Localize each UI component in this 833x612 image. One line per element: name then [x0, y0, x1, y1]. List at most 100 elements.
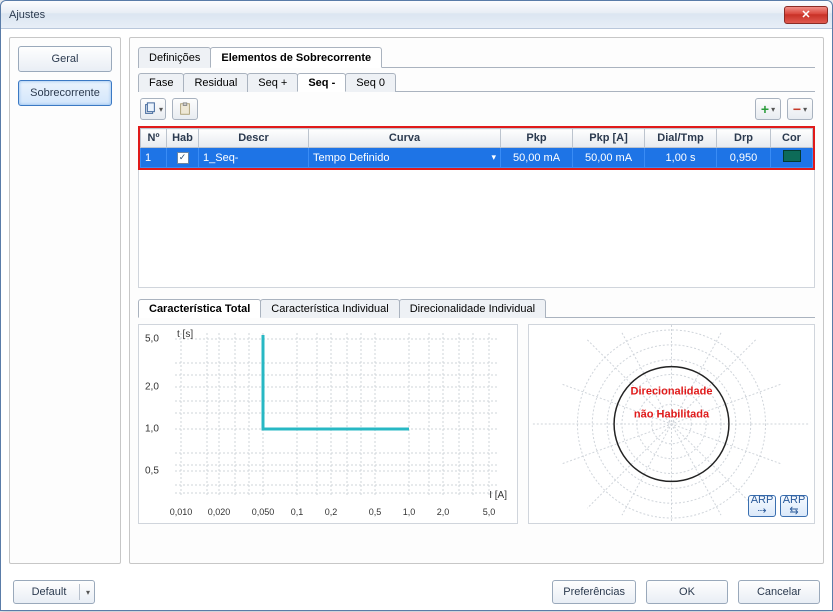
tab-label: Direcionalidade Individual: [410, 303, 535, 315]
arrow-icon: ⇢: [757, 506, 766, 517]
paste-button[interactable]: [172, 98, 198, 120]
col-dial[interactable]: Dial/Tmp: [645, 129, 717, 148]
paste-icon: [178, 102, 192, 116]
tabs-level1: Definições Elementos de Sobrecorrente: [138, 46, 815, 68]
curva-value: Tempo Definido: [313, 152, 389, 164]
table-header-row: Nº Hab Descr Curva Pkp Pkp [A] Dial/Tmp …: [141, 129, 813, 148]
tab-caracteristica-individual[interactable]: Característica Individual: [260, 299, 399, 318]
chevron-down-icon: ▾: [491, 152, 496, 163]
cancel-button[interactable]: Cancelar: [738, 580, 820, 604]
y-tick-label: 0,5: [145, 466, 159, 477]
characteristic-chart: t [s] I [A] 5,0 2,0 1,0 0,5 0,010 0,020 0,050…: [138, 324, 518, 524]
col-curva[interactable]: Curva: [309, 129, 501, 148]
button-label: OK: [679, 586, 695, 598]
elements-table: Nº Hab Descr Curva Pkp Pkp [A] Dial/Tmp …: [140, 128, 813, 168]
x-tick-label: 0,010: [170, 507, 193, 517]
chevron-down-icon: ▾: [771, 105, 775, 114]
col-descr[interactable]: Descr: [199, 129, 309, 148]
tab-seqp[interactable]: Seq +: [247, 73, 298, 92]
checkbox-icon: ✓: [177, 152, 189, 164]
x-tick-label: 2,0: [437, 507, 450, 517]
toolbar: ▾ +▾ −▾: [138, 92, 815, 126]
main-panel: Definições Elementos de Sobrecorrente Fa…: [129, 37, 824, 564]
axis-label-x: I [A]: [489, 490, 507, 501]
arp-button-1[interactable]: ARP⇢: [748, 495, 776, 517]
curve-line: [263, 335, 409, 429]
table-empty-area: [138, 170, 815, 288]
chevron-down-icon: ▾: [86, 588, 90, 597]
polar-text-line1: Direcionalidade: [631, 386, 713, 398]
button-label: Cancelar: [757, 586, 801, 598]
col-cor[interactable]: Cor: [771, 129, 813, 148]
x-tick-label: 5,0: [483, 507, 496, 517]
tab-label: Seq 0: [356, 77, 385, 89]
tab-residual[interactable]: Residual: [183, 73, 248, 92]
tab-label: Residual: [194, 77, 237, 89]
col-hab[interactable]: Hab: [167, 129, 199, 148]
copy-icon: [143, 102, 157, 116]
cell-descr[interactable]: 1_Seq-: [199, 148, 309, 168]
y-tick-label: 5,0: [145, 334, 159, 345]
x-tick-label: 1,0: [403, 507, 416, 517]
default-button[interactable]: Default ▾: [13, 580, 95, 604]
tab-label: Fase: [149, 77, 173, 89]
sidebar: Geral Sobrecorrente: [9, 37, 121, 564]
polar-chart: Direcionalidade não Habilitada ARP⇢ ARP⇆: [528, 324, 815, 524]
table-highlight: Nº Hab Descr Curva Pkp Pkp [A] Dial/Tmp …: [138, 126, 815, 170]
remove-row-button[interactable]: −▾: [787, 98, 813, 120]
sidebar-item-geral[interactable]: Geral: [18, 46, 112, 72]
cell-pkp[interactable]: 50,00 mA: [501, 148, 573, 168]
polar-warning-text: Direcionalidade não Habilitada: [631, 378, 713, 423]
chevron-down-icon: ▾: [159, 105, 163, 114]
titlebar: Ajustes ✕: [1, 1, 832, 29]
chevron-down-icon: ▾: [803, 105, 807, 114]
button-label: Default: [32, 586, 67, 598]
x-tick-label: 0,020: [208, 507, 231, 517]
tab-fase[interactable]: Fase: [138, 73, 184, 92]
tab-label: Seq +: [258, 77, 287, 89]
preferences-button[interactable]: Preferências: [552, 580, 636, 604]
axis-label-y: t [s]: [177, 329, 193, 340]
sidebar-item-label: Sobrecorrente: [30, 87, 100, 99]
tab-seq0[interactable]: Seq 0: [345, 73, 396, 92]
plus-icon: +: [761, 101, 769, 117]
button-label: Preferências: [563, 586, 625, 598]
y-tick-label: 1,0: [145, 424, 159, 435]
cell-dial[interactable]: 1,00 s: [645, 148, 717, 168]
chart-grid: [139, 325, 519, 525]
color-swatch: [783, 150, 801, 162]
col-pkp[interactable]: Pkp: [501, 129, 573, 148]
x-tick-label: 0,5: [369, 507, 382, 517]
tab-label: Seq -: [308, 77, 335, 89]
copy-button[interactable]: ▾: [140, 98, 166, 120]
add-row-button[interactable]: +▾: [755, 98, 781, 120]
window-title: Ajustes: [9, 9, 784, 21]
col-pkpa[interactable]: Pkp [A]: [573, 129, 645, 148]
tab-caracteristica-total[interactable]: Característica Total: [138, 299, 261, 318]
polar-text-line2: não Habilitada: [634, 408, 709, 420]
tab-label: Característica Total: [149, 303, 250, 315]
tab-elementos[interactable]: Elementos de Sobrecorrente: [210, 47, 382, 68]
col-drp[interactable]: Drp: [717, 129, 771, 148]
cell-curva[interactable]: Tempo Definido ▾: [309, 148, 501, 168]
tab-definicoes[interactable]: Definições: [138, 47, 211, 68]
x-tick-label: 0,050: [252, 507, 275, 517]
tab-label: Elementos de Sobrecorrente: [221, 52, 371, 64]
table-row[interactable]: 1 ✓ 1_Seq- Tempo Definido ▾ 50,00 mA 50,0…: [141, 148, 813, 168]
close-button[interactable]: ✕: [784, 6, 828, 24]
cell-pkpa[interactable]: 50,00 mA: [573, 148, 645, 168]
close-icon: ✕: [801, 8, 810, 21]
sidebar-item-sobrecorrente[interactable]: Sobrecorrente: [18, 80, 112, 106]
ok-button[interactable]: OK: [646, 580, 728, 604]
y-tick-label: 2,0: [145, 382, 159, 393]
col-no[interactable]: Nº: [141, 129, 167, 148]
arrow-icon: ⇆: [789, 506, 798, 517]
cell-drp[interactable]: 0,950: [717, 148, 771, 168]
cell-cor[interactable]: [771, 148, 813, 168]
tab-seqm[interactable]: Seq -: [297, 73, 346, 92]
arp-button-2[interactable]: ARP⇆: [780, 495, 808, 517]
cell-no[interactable]: 1: [141, 148, 167, 168]
tab-direcionalidade-individual[interactable]: Direcionalidade Individual: [399, 299, 546, 318]
cell-hab[interactable]: ✓: [167, 148, 199, 168]
tab-label: Característica Individual: [271, 303, 388, 315]
